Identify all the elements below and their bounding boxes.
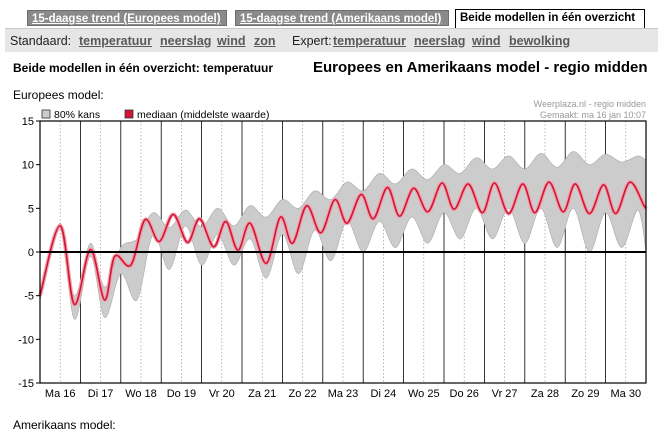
expert-link-neerslag[interactable]: neerslag [414, 34, 466, 48]
y-tick-label: -5 [24, 291, 34, 303]
standard-link-zon[interactable]: zon [254, 34, 276, 48]
y-tick-label: -15 [18, 378, 34, 390]
x-tick-label: Za 28 [531, 388, 559, 400]
y-tick-label: 15 [22, 116, 34, 128]
chart-source: Weerplaza.nl - regio midden [534, 99, 646, 109]
x-tick-label: Vr 27 [492, 388, 518, 400]
x-tick-label: Ma 30 [611, 388, 642, 400]
expert-link-bewolking[interactable]: bewolking [509, 34, 571, 48]
x-tick-label: Za 21 [248, 388, 276, 400]
x-tick-label: Wo 18 [125, 388, 157, 400]
median-line [39, 181, 647, 306]
x-axis: Ma 16 Di 17 Wo 18 Do 19 Vr 20 Za 21 Zo 22 Ma 23… [45, 388, 641, 400]
x-tick-label: Do 19 [167, 388, 196, 400]
legend-swatch-band [41, 109, 51, 119]
y-tick-label: 5 [28, 203, 34, 215]
legend-swatch-median [124, 109, 134, 119]
standard-link-temperatuur[interactable]: temperatuur [79, 34, 152, 48]
x-tick-label: Di 24 [371, 388, 397, 400]
region-title: Europees en Amerikaans model - regio mid… [313, 59, 648, 76]
legend-label-median: mediaan (middelste waarde) [137, 109, 269, 121]
standard-label: Standaard: [10, 34, 72, 48]
tab-amerikaans-model[interactable]: 15-daagse trend (Amerikaans model) [235, 10, 449, 26]
tab-bar: 15-daagse trend (Europees model) 15-daag… [0, 0, 663, 28]
y-tick-label: 0 [28, 247, 34, 259]
legend-label-band: 80% kans [54, 109, 100, 121]
tab-beide-modellen[interactable]: Beide modellen in één overzicht [455, 9, 645, 28]
y-tick-label: 10 [22, 160, 34, 172]
chart-made: Gemaakt: ma 16 jan 10:07 [540, 110, 646, 120]
y-tick-label: -10 [18, 334, 34, 346]
x-tick-label: Zo 22 [289, 388, 317, 400]
standard-link-wind[interactable]: wind [217, 34, 246, 48]
expert-label: Expert: [292, 34, 332, 48]
x-tick-label: Ma 23 [328, 388, 359, 400]
x-tick-label: Zo 29 [571, 388, 599, 400]
x-tick-label: Ma 16 [45, 388, 76, 400]
standard-link-neerslag[interactable]: neerslag [160, 34, 212, 48]
x-tick-label: Vr 20 [209, 388, 235, 400]
x-tick-label: Di 17 [88, 388, 114, 400]
expert-link-wind[interactable]: wind [472, 34, 501, 48]
tab-europees-model[interactable]: 15-daagse trend (Europees model) [27, 10, 227, 26]
expert-link-temperatuur[interactable]: temperatuur [333, 34, 406, 48]
x-tick-label: Do 26 [450, 388, 479, 400]
legend: 80% kans mediaan (middelste waarde) [41, 109, 269, 121]
x-tick-label: Wo 25 [408, 388, 440, 400]
y-axis: 15 10 5 0 -5 -10 -15 [18, 116, 40, 390]
section-label-europees: Europees model: [13, 88, 104, 102]
nav-row: Standaard: temperatuur neerslag wind zon… [5, 28, 658, 52]
page-title: Beide modellen in één overzicht: tempera… [13, 61, 274, 75]
